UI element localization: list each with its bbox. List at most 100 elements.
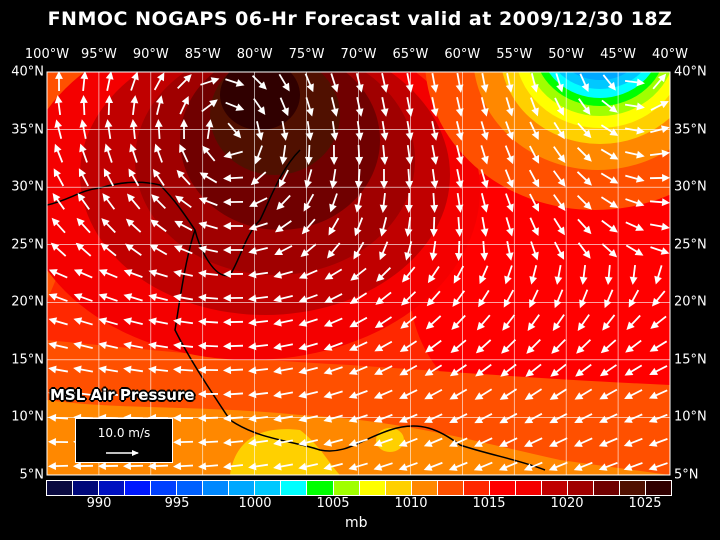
colorbar-swatch — [151, 481, 178, 495]
wind-vector — [505, 217, 514, 237]
wind-vector — [222, 294, 244, 302]
wind-vector — [480, 145, 489, 165]
wind-vector — [424, 364, 443, 376]
wind-vector — [399, 389, 418, 399]
colorbar-tick-label: 1015 — [472, 496, 506, 511]
wind-vector — [552, 314, 565, 332]
colorbar-tick-label: 990 — [86, 496, 112, 511]
wind-vector — [298, 294, 318, 303]
longitude-label: 50°W — [548, 47, 585, 62]
wind-vector — [148, 269, 168, 278]
wind-vector — [527, 314, 540, 331]
wind-vector — [130, 95, 139, 116]
latitude-label: 35°N — [11, 122, 44, 138]
wind-vector — [197, 341, 219, 350]
wind-vector — [104, 143, 113, 163]
wind-vector — [172, 438, 194, 447]
colorbar-tick-label: 1020 — [550, 496, 584, 511]
wind-vector — [453, 265, 465, 284]
wind-vector — [249, 197, 268, 207]
wind-vector — [273, 438, 294, 447]
wind-vector — [324, 268, 343, 280]
wind-vector — [173, 269, 193, 278]
wind-vector — [504, 145, 514, 165]
wind-vector — [405, 144, 414, 165]
wind-vector — [324, 293, 343, 303]
wind-vector — [201, 99, 218, 113]
wind-vector — [573, 461, 593, 471]
wind-vector — [304, 169, 313, 189]
longitude-label: 85°W — [184, 47, 221, 62]
wind-vector — [574, 388, 593, 400]
wind-vector — [47, 437, 69, 446]
colorbar-swatch — [177, 481, 204, 495]
wind-vector — [197, 390, 219, 398]
wind-vector — [323, 366, 343, 375]
wind-vector — [330, 97, 339, 117]
wind-vector — [173, 317, 194, 326]
wind-vector — [552, 170, 566, 187]
latitude-label: 20°N — [674, 294, 707, 310]
wind-vector — [274, 220, 292, 233]
wind-vector — [222, 342, 244, 351]
wind-vector — [479, 265, 489, 285]
wind-vector — [280, 120, 289, 141]
wind-vector — [455, 97, 464, 117]
wind-vector — [480, 193, 489, 213]
colorbar-swatch — [567, 481, 594, 495]
wind-vector — [354, 168, 363, 189]
wind-vector — [448, 461, 468, 471]
wind-vectors — [47, 72, 670, 471]
wind-vector — [555, 73, 564, 93]
wind-vector — [125, 218, 142, 233]
wind-vector — [529, 217, 539, 237]
wind-vector — [524, 412, 543, 424]
wind-vector — [323, 438, 343, 447]
longitude-label: 60°W — [444, 47, 481, 62]
wind-vector — [429, 216, 438, 238]
wind-vector — [223, 150, 243, 159]
wind-vector — [355, 73, 364, 93]
wind-vector — [649, 149, 670, 158]
wind-vector — [130, 72, 139, 91]
colorbar — [46, 480, 672, 496]
wind-vector — [505, 73, 514, 93]
wind-vector — [525, 363, 542, 377]
wind-vector — [430, 97, 439, 117]
wind-vector — [380, 144, 389, 165]
wind-vector — [355, 120, 364, 141]
wind-vector — [198, 293, 219, 302]
wind-vector — [474, 437, 493, 447]
wind-vector — [129, 143, 138, 163]
wind-vector — [98, 341, 118, 350]
longitude-label: 95°W — [80, 47, 117, 62]
wind-vector — [648, 462, 668, 471]
wind-vector — [530, 73, 539, 93]
wind-vector — [577, 218, 592, 235]
wind-vector — [75, 242, 92, 257]
wind-vector — [222, 222, 244, 230]
wind-vector — [198, 197, 218, 207]
colorbar-swatch — [307, 481, 334, 495]
longitude-label: 80°W — [236, 47, 273, 62]
wind-vector — [575, 363, 592, 377]
wind-vector — [600, 339, 617, 354]
wind-vector — [579, 73, 589, 93]
latitude-label: 40°N — [674, 64, 707, 80]
wind-vector — [248, 222, 268, 231]
colorbar-units: mb — [345, 515, 368, 531]
latitude-label: 5°N — [674, 467, 699, 483]
colorbar-swatch — [255, 481, 282, 495]
wind-vector — [424, 413, 443, 423]
wind-vector — [298, 438, 318, 447]
wind-vector — [455, 72, 464, 93]
wind-vector — [198, 221, 218, 230]
wind-vector — [273, 414, 294, 423]
wind-vector — [172, 414, 194, 422]
wind-vector — [499, 437, 518, 447]
wind-vector — [153, 72, 165, 91]
wind-vector — [624, 126, 645, 135]
longitude-label: 65°W — [392, 47, 429, 62]
wind-vector — [480, 97, 489, 117]
colorbar-tick-label: 1025 — [628, 496, 662, 511]
